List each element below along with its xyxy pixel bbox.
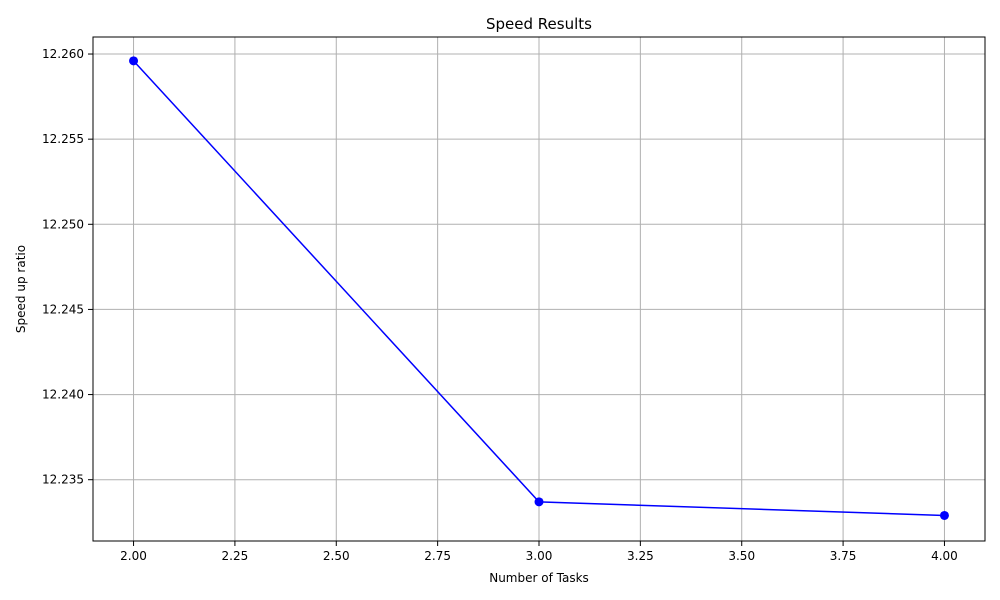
y-axis-label: Speed up ratio xyxy=(14,245,28,333)
x-tick-label: 4.00 xyxy=(931,549,958,563)
chart-title: Speed Results xyxy=(486,15,592,33)
x-tick-label: 3.50 xyxy=(728,549,755,563)
y-tick-label: 12.235 xyxy=(42,473,84,487)
data-point xyxy=(939,510,949,520)
y-tick-label: 12.240 xyxy=(42,388,84,402)
axis-ticks: 2.00 2.25 2.50 2.75 3.00 3.25 3.50 3.75 4.00 12.2… xyxy=(42,47,958,563)
y-tick-label: 12.250 xyxy=(42,217,84,231)
x-tick-label: 2.00 xyxy=(120,549,147,563)
grid-lines xyxy=(93,37,985,541)
x-tick-label: 3.00 xyxy=(526,549,553,563)
x-tick-label: 3.75 xyxy=(830,549,857,563)
y-tick-label: 12.260 xyxy=(42,47,84,61)
data-point xyxy=(129,56,139,66)
x-tick-label: 2.50 xyxy=(323,549,350,563)
y-tick-label: 12.245 xyxy=(42,302,84,316)
series-layer xyxy=(129,56,949,520)
x-tick-label: 3.25 xyxy=(627,549,654,563)
data-point xyxy=(534,497,544,507)
x-tick-label: 2.25 xyxy=(222,549,249,563)
y-tick-label: 12.255 xyxy=(42,132,84,146)
x-tick-label: 2.75 xyxy=(424,549,451,563)
x-axis-label: Number of Tasks xyxy=(489,571,589,585)
